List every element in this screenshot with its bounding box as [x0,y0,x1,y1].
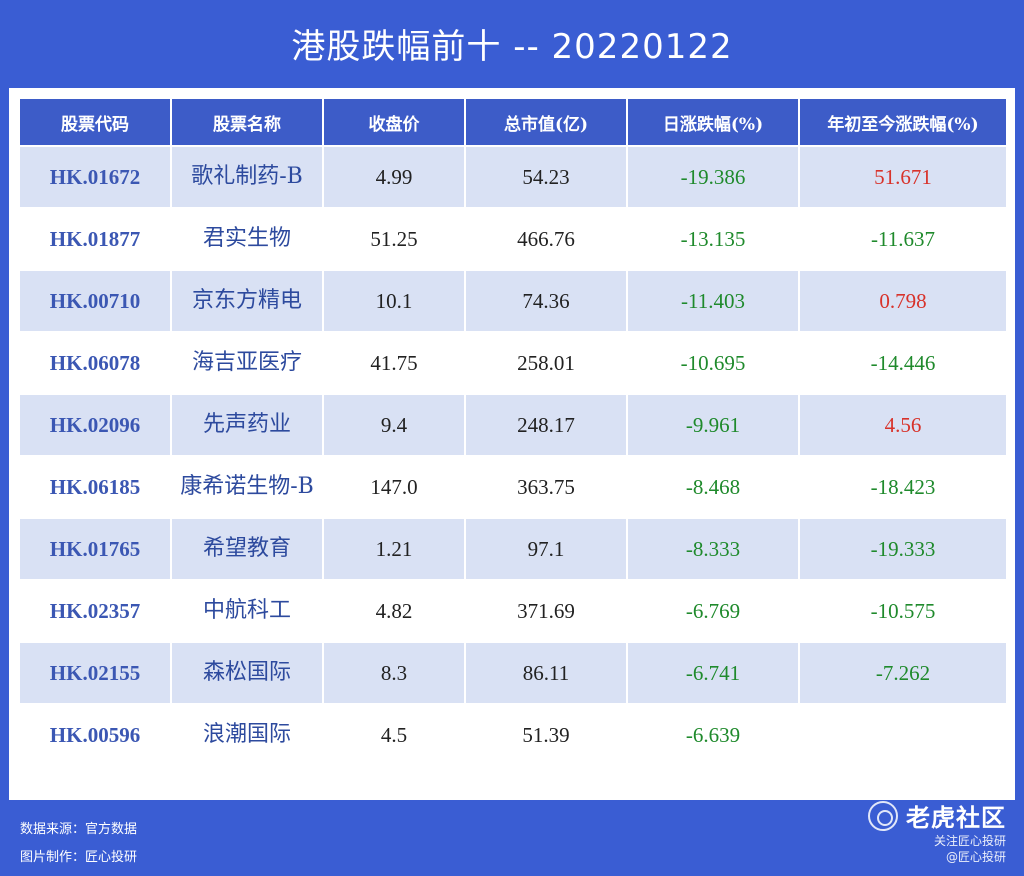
ytd-change-cell: -14.446 [798,331,1008,395]
close-price-cell: 8.3 [322,641,466,705]
stock-name-cell: 中航科工 [170,579,324,643]
stock-name-cell: 森松国际 [170,641,324,705]
table-row: HK.01672 歌礼制药-B 4.99 54.23 -19.386 51.671 [18,145,1008,209]
table-row: HK.02155 森松国际 8.3 86.11 -6.741 -7.262 [18,641,1008,705]
close-price-cell: 51.25 [322,207,466,271]
ytd-change-cell: -11.637 [798,207,1008,271]
brand-logo-text: 老虎社区 [906,804,1006,832]
stock-code-cell: HK.01765 [18,517,172,581]
table-header-row: 股票代码 股票名称 收盘价 总市值(亿) 日涨跌幅(%) 年初至今涨跌幅(%) [18,97,1008,147]
stock-name-cell: 康希诺生物-B [170,455,324,519]
table-panel: 股票代码 股票名称 收盘价 总市值(亿) 日涨跌幅(%) 年初至今涨跌幅(%) … [9,88,1015,800]
stock-code-cell: HK.06185 [18,455,172,519]
ytd-change-cell: 0.798 [798,269,1008,333]
day-change-cell: -13.135 [626,207,800,271]
stock-name-cell: 先声药业 [170,393,324,457]
table-body: HK.01672 歌礼制药-B 4.99 54.23 -19.386 51.671 HK.0… [18,145,1008,767]
brand-line-1: 关注匠心投研 [933,834,1006,848]
market-cap-cell: 97.1 [464,517,628,581]
ytd-change-cell: 51.671 [798,145,1008,209]
stock-code-cell: HK.01672 [18,145,172,209]
table-row: HK.02096 先声药业 9.4 248.17 -9.961 4.56 [18,393,1008,457]
table-row: HK.01765 希望教育 1.21 97.1 -8.333 -19.333 [18,517,1008,581]
market-cap-cell: 258.01 [464,331,628,395]
stock-table: 股票代码 股票名称 收盘价 总市值(亿) 日涨跌幅(%) 年初至今涨跌幅(%) … [18,97,1008,767]
day-change-cell: -19.386 [626,145,800,209]
stock-code-cell: HK.00596 [18,703,172,767]
header-ytd-change: 年初至今涨跌幅(%) [798,97,1008,147]
market-cap-cell: 74.36 [464,269,628,333]
table-row: HK.01877 君实生物 51.25 466.76 -13.135 -11.637 [18,207,1008,271]
stock-name-cell: 京东方精电 [170,269,324,333]
close-price-cell: 4.5 [322,703,466,767]
market-cap-cell: 371.69 [464,579,628,643]
market-cap-cell: 86.11 [464,641,628,705]
close-price-cell: 1.21 [322,517,466,581]
market-cap-cell: 466.76 [464,207,628,271]
data-source-note: 数据来源：官方数据 [20,822,138,837]
stock-code-cell: HK.02096 [18,393,172,457]
stock-code-cell: HK.00710 [18,269,172,333]
stock-name-cell: 希望教育 [170,517,324,581]
day-change-cell: -9.961 [626,393,800,457]
day-change-cell: -11.403 [626,269,800,333]
market-cap-cell: 51.39 [464,703,628,767]
table-row: HK.00596 浪潮国际 4.5 51.39 -6.639 [18,703,1008,767]
close-price-cell: 9.4 [322,393,466,457]
stock-code-cell: HK.06078 [18,331,172,395]
stock-name-cell: 海吉亚医疗 [170,331,324,395]
header-day-change: 日涨跌幅(%) [626,97,800,147]
page-title: 港股跌幅前十 -- 20220122 [291,27,733,67]
header-close: 收盘价 [322,97,466,147]
day-change-cell: -8.333 [626,517,800,581]
header-code: 股票代码 [18,97,172,147]
brand-line-2: @匠心投研 [945,850,1006,864]
stock-name-cell: 君实生物 [170,207,324,271]
stock-name-cell: 浪潮国际 [170,703,324,767]
tiger-logo-icon [868,800,898,831]
close-price-cell: 10.1 [322,269,466,333]
day-change-cell: -6.769 [626,579,800,643]
market-cap-cell: 363.75 [464,455,628,519]
market-cap-cell: 54.23 [464,145,628,209]
table-row: HK.00710 京东方精电 10.1 74.36 -11.403 0.798 [18,269,1008,333]
close-price-cell: 4.82 [322,579,466,643]
ytd-change-cell: 4.56 [798,393,1008,457]
header-market-cap: 总市值(亿) [464,97,628,147]
close-price-cell: 4.99 [322,145,466,209]
ytd-change-cell [798,703,1008,767]
ytd-change-cell: -18.423 [798,455,1008,519]
day-change-cell: -8.468 [626,455,800,519]
maker-note: 图片制作：匠心投研 [20,850,138,865]
header-name: 股票名称 [170,97,324,147]
brand-watermark: 老虎社区 关注匠心投研 @匠心投研 [868,798,1006,865]
ytd-change-cell: -7.262 [798,641,1008,705]
table-row: HK.06078 海吉亚医疗 41.75 258.01 -10.695 -14.446 [18,331,1008,395]
close-price-cell: 41.75 [322,331,466,395]
day-change-cell: -10.695 [626,331,800,395]
stock-name-cell: 歌礼制药-B [170,145,324,209]
market-cap-cell: 248.17 [464,393,628,457]
stock-code-cell: HK.01877 [18,207,172,271]
day-change-cell: -6.639 [626,703,800,767]
table-row: HK.02357 中航科工 4.82 371.69 -6.769 -10.575 [18,579,1008,643]
ytd-change-cell: -10.575 [798,579,1008,643]
close-price-cell: 147.0 [322,455,466,519]
stock-code-cell: HK.02357 [18,579,172,643]
day-change-cell: -6.741 [626,641,800,705]
ytd-change-cell: -19.333 [798,517,1008,581]
stock-code-cell: HK.02155 [18,641,172,705]
table-row: HK.06185 康希诺生物-B 147.0 363.75 -8.468 -18.423 [18,455,1008,519]
